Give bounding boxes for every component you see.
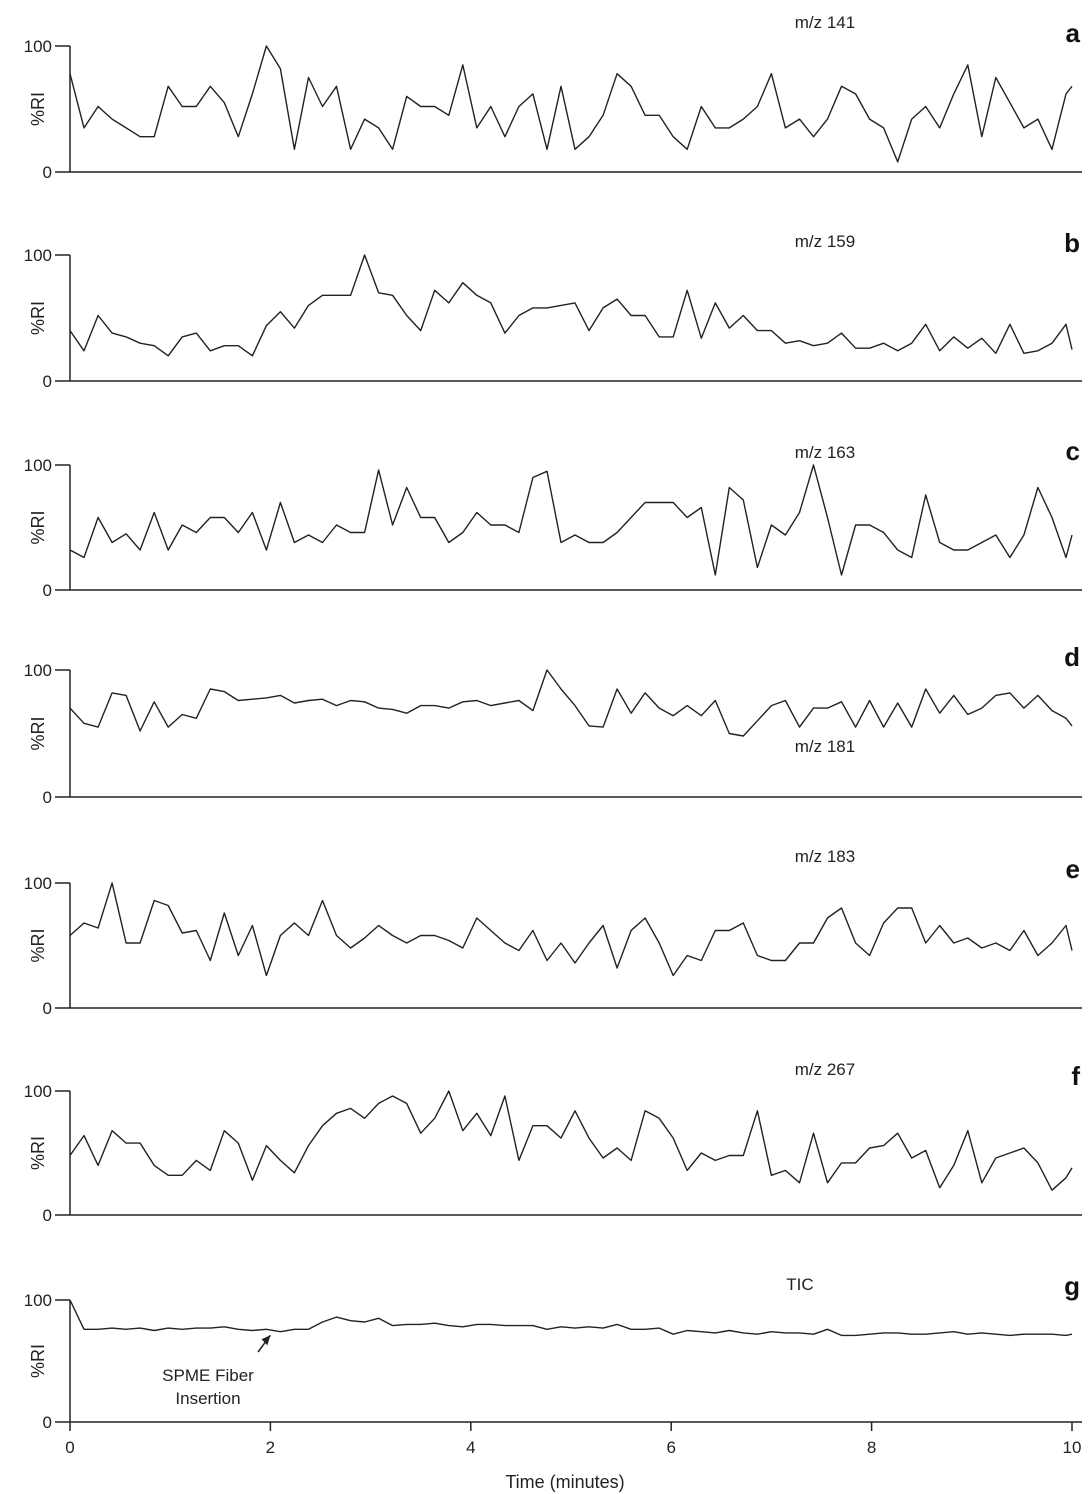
series-line-g (69, 1299, 1073, 1337)
panel-e: 100 0 %RI m/z 183 e (24, 847, 1082, 1018)
y-tick-label-0: 0 (43, 163, 52, 182)
series-label: m/z 163 (795, 443, 855, 462)
y-tick-label-100: 100 (24, 246, 52, 265)
panel-d: 100 0 %RI m/z 181 d (24, 642, 1082, 807)
series-label: m/z 141 (795, 13, 855, 32)
y-tick-label-0: 0 (43, 1206, 52, 1225)
series-label: m/z 181 (795, 737, 855, 756)
y-tick-label-100: 100 (24, 1291, 52, 1310)
x-tick-label-6: 6 (666, 1438, 675, 1457)
panel-f: 100 0 %RI m/z 267 f (24, 1060, 1082, 1225)
x-tick-label-2: 2 (266, 1438, 275, 1457)
x-tick-label-10: 10 (1063, 1438, 1082, 1457)
y-tick-label-0: 0 (43, 372, 52, 391)
y-tick-label-0: 0 (43, 1413, 52, 1432)
series-line-a (69, 45, 1073, 163)
panel-letter: e (1066, 854, 1080, 884)
x-tick-label-4: 4 (466, 1438, 475, 1457)
x-tick-label-8: 8 (867, 1438, 876, 1457)
annotation-line-1: SPME Fiber (162, 1366, 254, 1385)
series-label: m/z 183 (795, 847, 855, 866)
y-axis-title: %RI (28, 301, 48, 335)
panel-a: 100 0 %RI m/z 141 a (24, 13, 1082, 182)
y-tick-label-100: 100 (24, 456, 52, 475)
y-tick-label-100: 100 (24, 874, 52, 893)
series-line-b (69, 254, 1073, 357)
panel-letter: f (1071, 1061, 1080, 1091)
y-tick-label-0: 0 (43, 581, 52, 600)
series-line-e (69, 882, 1073, 977)
y-axis-title: %RI (28, 92, 48, 126)
panel-c: 100 0 %RI m/z 163 c (24, 436, 1082, 600)
y-tick-label-100: 100 (24, 1082, 52, 1101)
x-axis-title: Time (minutes) (505, 1472, 624, 1492)
panel-g: 100 0 %RI TIC g SPME Fiber Insertion (24, 1271, 1082, 1432)
series-label: TIC (786, 1275, 813, 1294)
panel-letter: d (1064, 642, 1080, 672)
annotation-arrowhead (261, 1335, 271, 1346)
y-axis-title: %RI (28, 928, 48, 962)
series-label: m/z 267 (795, 1060, 855, 1079)
y-axis-title: %RI (28, 1136, 48, 1170)
series-label: m/z 159 (795, 232, 855, 251)
panel-letter: g (1064, 1271, 1080, 1301)
y-axis-title: %RI (28, 510, 48, 544)
series-line-c (69, 464, 1073, 576)
series-line-d (69, 669, 1073, 737)
panel-letter: a (1066, 18, 1081, 48)
y-tick-label-100: 100 (24, 661, 52, 680)
y-tick-label-0: 0 (43, 999, 52, 1018)
y-tick-label-0: 0 (43, 788, 52, 807)
panel-letter: b (1064, 228, 1080, 258)
y-axis-title: %RI (28, 1344, 48, 1378)
y-axis-title: %RI (28, 716, 48, 750)
annotation-line-2: Insertion (175, 1389, 240, 1408)
y-tick-label-100: 100 (24, 37, 52, 56)
x-tick-label-0: 0 (65, 1438, 74, 1457)
series-line-f (69, 1090, 1073, 1191)
panel-letter: c (1066, 436, 1080, 466)
panel-b: 100 0 %RI m/z 159 b (24, 228, 1082, 391)
